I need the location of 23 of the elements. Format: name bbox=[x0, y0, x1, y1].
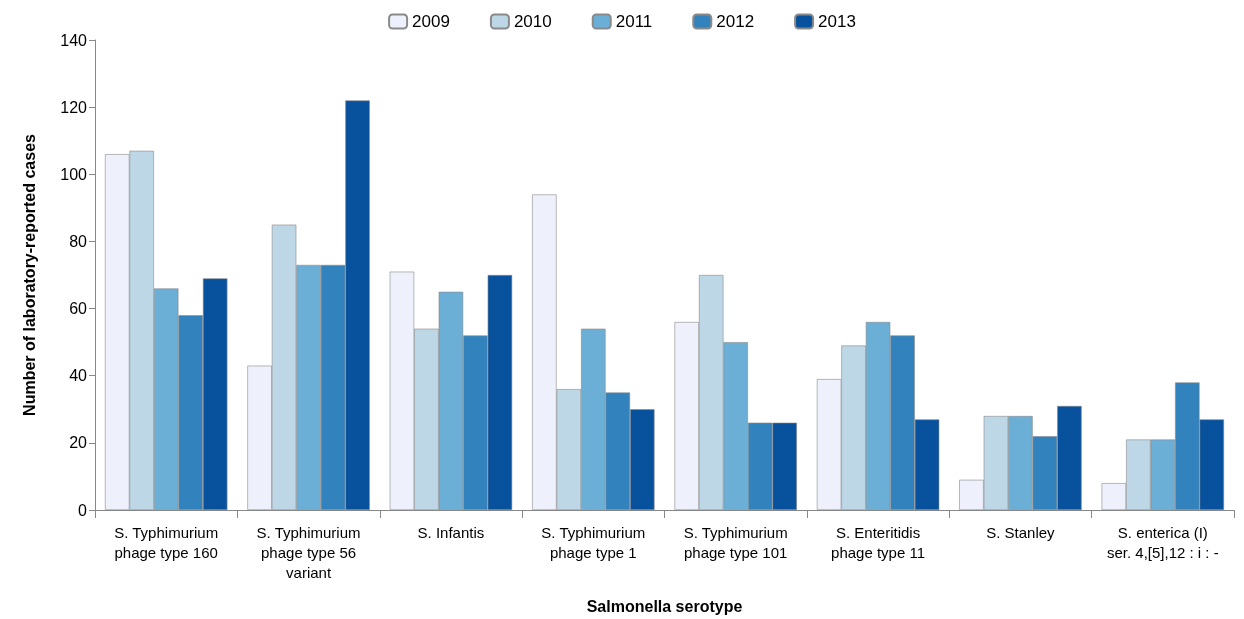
x-tick-label: S. Typhimurium phage type 160 bbox=[114, 523, 219, 561]
x-tick-label: S. Typhimurium phage type 1 bbox=[541, 523, 646, 561]
y-tick-label: 0 bbox=[78, 501, 88, 519]
legend-label: 2013 bbox=[818, 12, 856, 31]
legend-label: 2010 bbox=[513, 12, 552, 31]
y-tick-label: 120 bbox=[60, 98, 88, 116]
y-tick-label: 20 bbox=[69, 434, 88, 452]
x-tick-label: S. Typhimurium phage type 56 variant bbox=[256, 523, 361, 581]
legend-label: 2009 bbox=[412, 12, 450, 31]
y-tick-label: 100 bbox=[60, 165, 88, 183]
x-tick-label: S. Stanley bbox=[986, 523, 1056, 541]
x-tick-label: S. Enteritidis phage type 11 bbox=[831, 523, 926, 561]
x-tick-label: S. Infantis bbox=[417, 523, 485, 541]
y-axis-title: Number of laboratory-reported cases bbox=[20, 133, 38, 416]
y-tick-label: 60 bbox=[69, 300, 88, 318]
legend-label: 2012 bbox=[716, 12, 755, 31]
legend-label: 2011 bbox=[615, 12, 653, 31]
x-tick-label: S. Typhimurium phage type 101 bbox=[683, 523, 788, 561]
x-axis-title: Salmonella serotype bbox=[586, 597, 743, 615]
x-tick-label: S. enterica (I) ser. 4,[5],12 : i : - bbox=[1106, 523, 1219, 561]
y-tick-label: 80 bbox=[69, 232, 88, 250]
y-tick-label: 40 bbox=[69, 367, 88, 385]
y-tick-label: 140 bbox=[60, 31, 88, 49]
